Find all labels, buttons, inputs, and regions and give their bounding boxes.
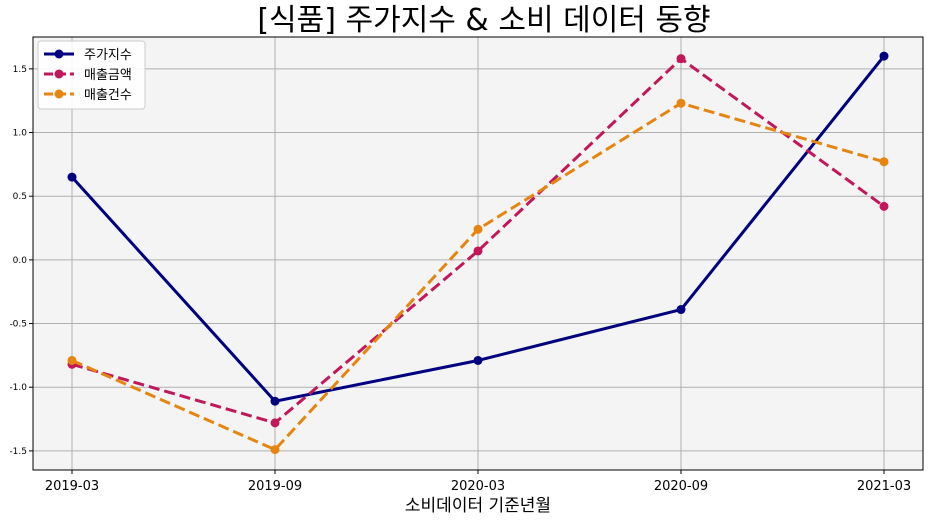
y-tick-label: -0.5	[9, 320, 27, 330]
legend-item: 매출건수	[44, 88, 132, 103]
legend-label: 매출금액	[84, 68, 132, 83]
data-point	[473, 355, 483, 365]
data-point	[473, 224, 483, 234]
y-tick-label: 1.0	[13, 129, 28, 139]
data-point	[270, 396, 280, 406]
chart-title: [식품] 주가지수 & 소비 데이터 동향	[257, 3, 710, 38]
y-tick-label: -1.5	[9, 447, 27, 457]
series-3	[67, 98, 889, 455]
y-tick-label: 0.0	[13, 256, 28, 266]
series-line	[71, 57, 885, 425]
x-tick-label: 2019-03	[45, 479, 99, 494]
legend-item: 주가지수	[44, 48, 132, 63]
x-tick-label: 2021-03	[857, 479, 911, 494]
legend-marker	[54, 89, 64, 99]
x-axis-label: 소비데이터 기준년월	[405, 496, 551, 516]
data-point	[67, 172, 77, 182]
x-tick-label: 2019-09	[248, 479, 302, 494]
x-tick-label: 2020-09	[654, 479, 708, 494]
y-tick-label: -1.0	[9, 383, 27, 393]
y-tick-label: 1.5	[13, 65, 27, 75]
series-1	[67, 51, 889, 406]
x-tick-label: 2020-03	[451, 479, 505, 494]
legend-label: 매출건수	[84, 88, 132, 103]
data-point	[473, 246, 483, 256]
data-point	[676, 54, 686, 64]
legend-item: 매출금액	[44, 68, 132, 83]
legend-marker	[54, 69, 64, 79]
data-point	[676, 305, 686, 315]
y-tick-label: 0.5	[13, 192, 27, 202]
series-layer	[67, 51, 889, 455]
legend-box	[37, 40, 146, 110]
plot-frame	[32, 36, 924, 471]
data-point	[270, 418, 280, 428]
data-point	[879, 157, 889, 167]
data-point	[270, 445, 280, 455]
legend-marker	[54, 49, 64, 59]
data-point	[67, 355, 77, 365]
data-point	[879, 201, 889, 211]
data-point	[676, 98, 686, 108]
data-point	[879, 51, 889, 61]
axes: -1.5 -1.0 -0.5 0.0 0.5 1.0 1.5 2019-03 2019-09 20…	[9, 65, 911, 494]
legend-label: 주가지수	[84, 48, 132, 63]
